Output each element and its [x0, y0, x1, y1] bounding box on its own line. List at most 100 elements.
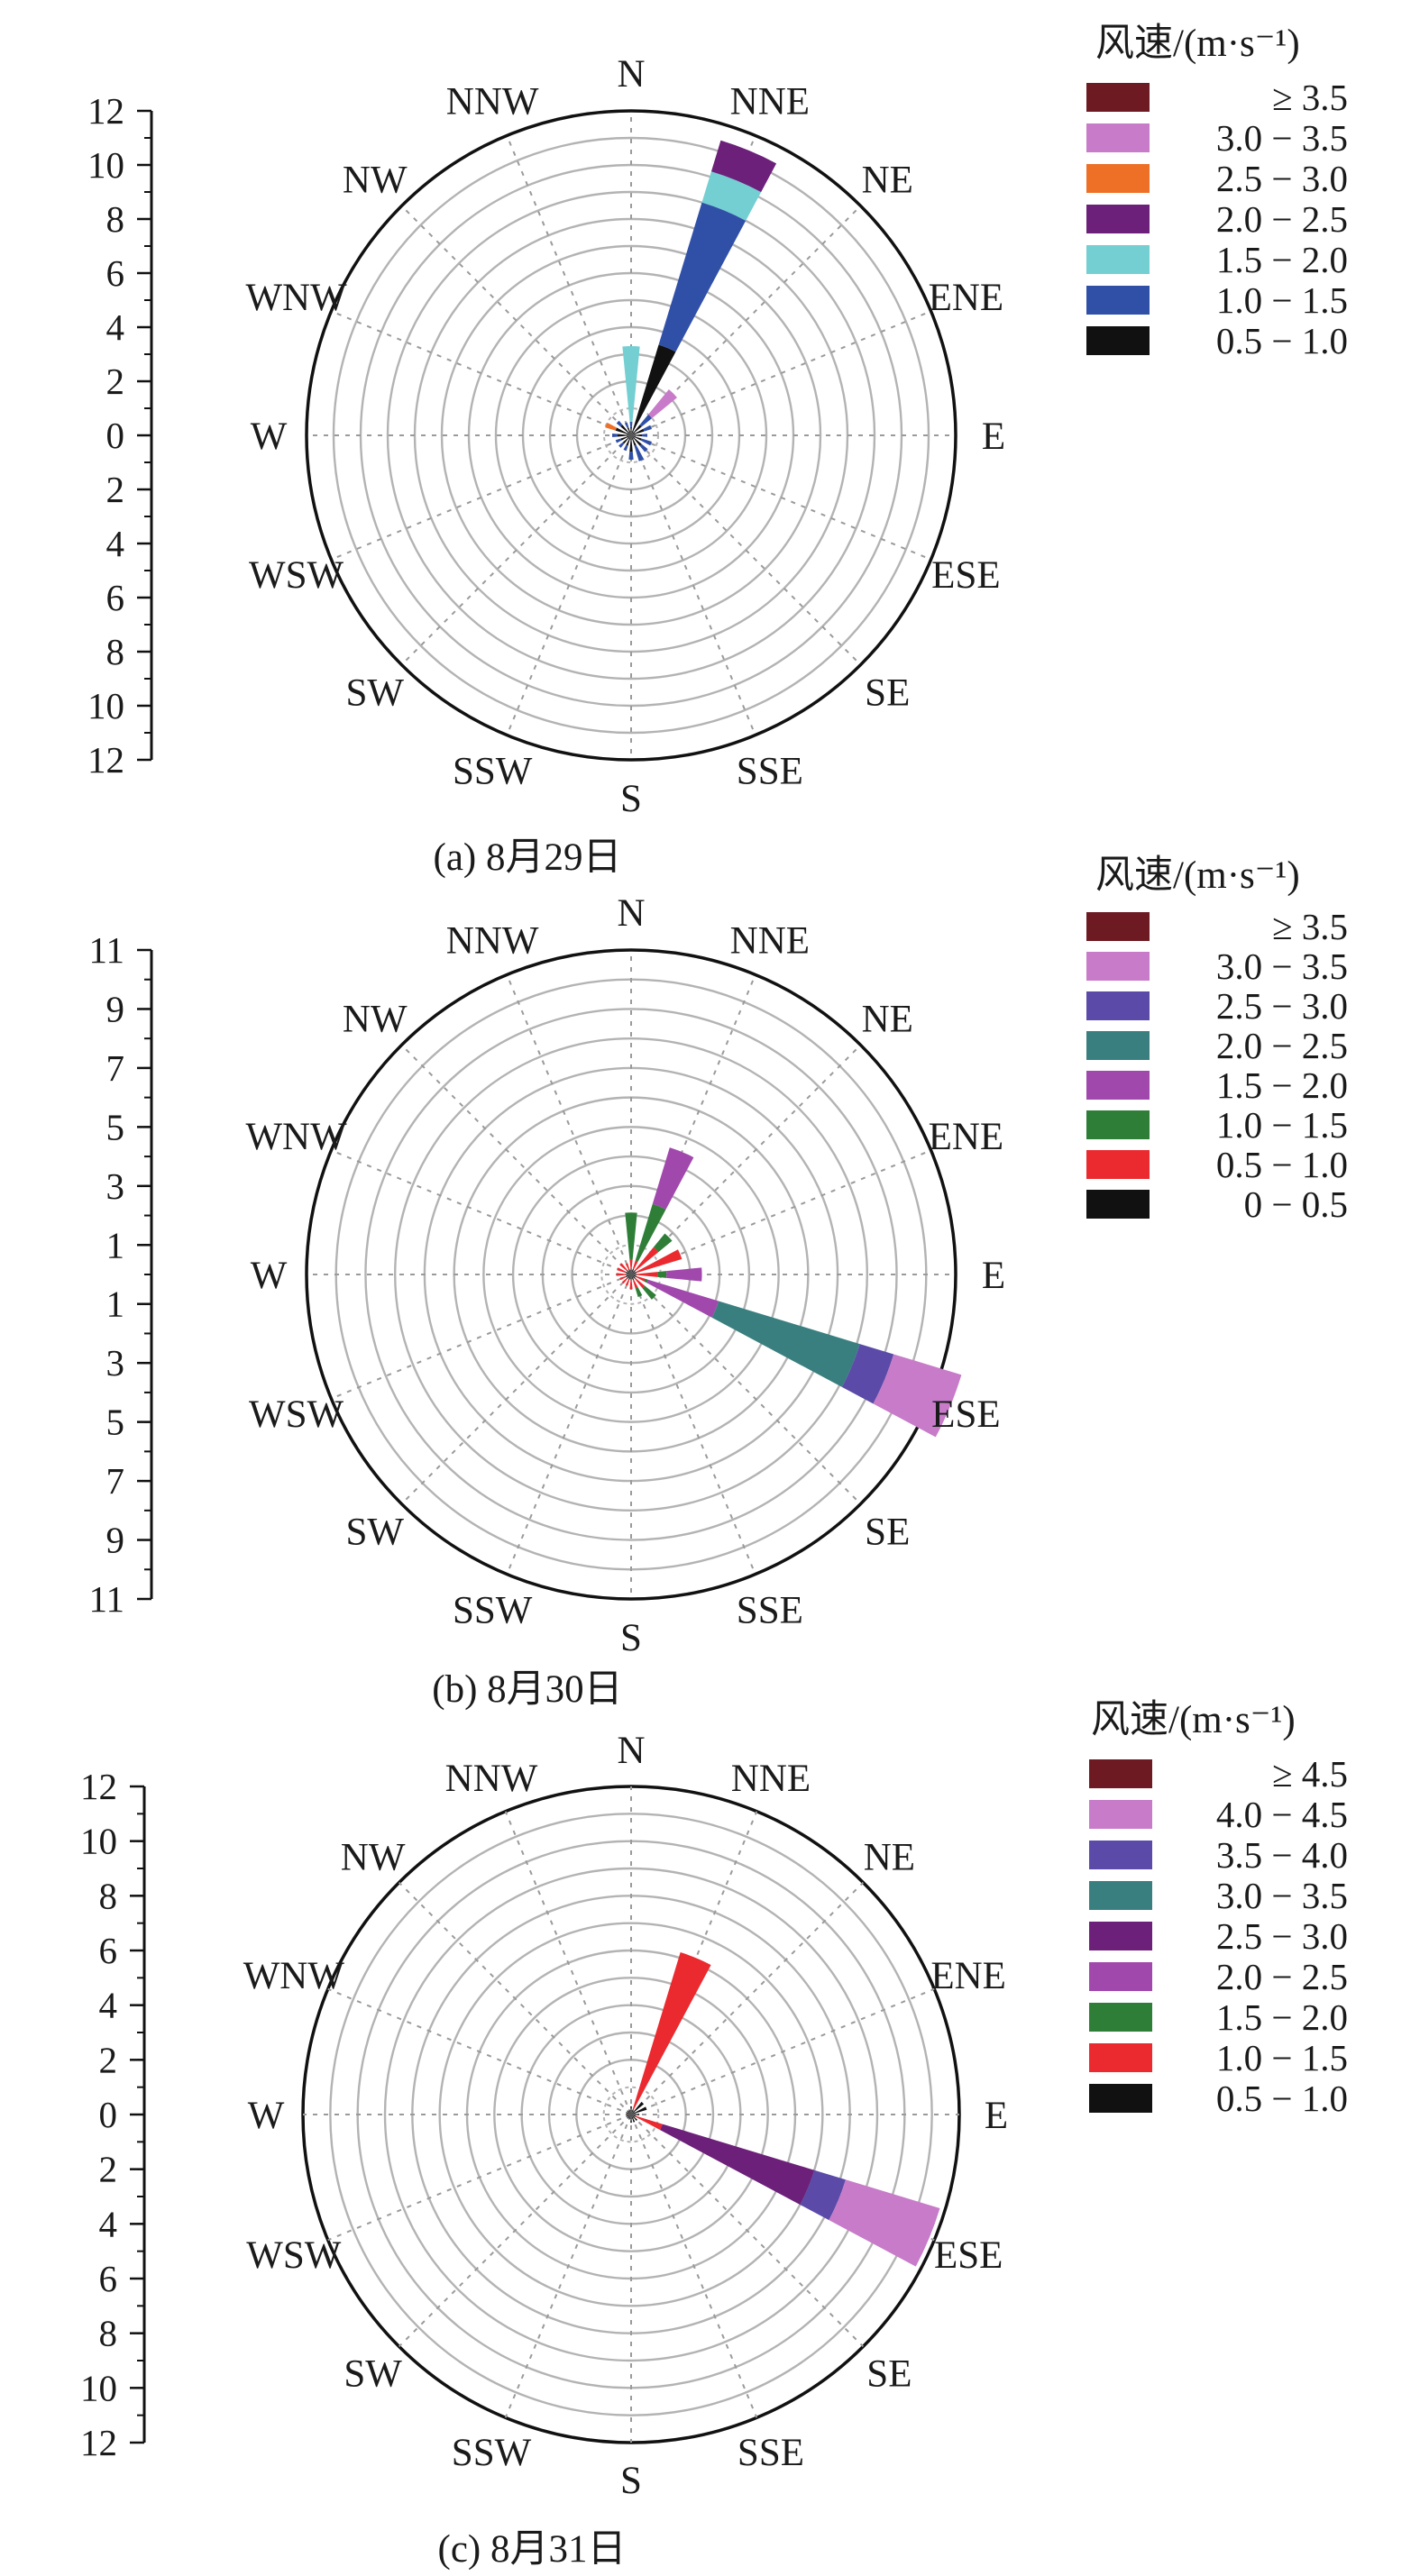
petal-se-bin-0	[631, 435, 642, 446]
petal-s-bin-1	[629, 1280, 633, 1290]
direction-label-e: E	[985, 2095, 1008, 2137]
petal-ese-bin-1	[640, 438, 652, 446]
legend-b-label-7: 0 − 0.5	[1244, 1183, 1348, 1225]
spoke-ene	[630, 1149, 931, 1275]
spoke-sw	[400, 434, 632, 666]
petal-ese-bin-4	[660, 2124, 815, 2206]
outer-boundary	[305, 109, 957, 762]
direction-label-nw: NW	[343, 999, 408, 1041]
petal-sw-bin-0	[627, 2115, 631, 2119]
spoke-sse	[630, 434, 756, 735]
petal-nne-bin-1	[658, 202, 747, 352]
spoke-ssw	[506, 434, 632, 735]
direction-label-nne: NNE	[731, 1758, 811, 1800]
legend-b-swatch-4	[1086, 1071, 1150, 1100]
petal-ne-bin-1	[635, 1247, 659, 1271]
petal-sse-bin-1	[632, 1279, 638, 1289]
direction-label-e: E	[982, 416, 1005, 458]
spoke-ene	[630, 310, 931, 436]
direction-label-ene: ENE	[929, 1116, 1004, 1158]
direction-label-ene: ENE	[930, 1955, 1006, 1997]
petal-sw-bin-1	[618, 442, 625, 448]
petal-ese-bin-0	[631, 435, 642, 441]
direction-label-se: SE	[865, 671, 910, 714]
direction-label-ne: NE	[862, 160, 913, 202]
petal-e-bin-2	[657, 1271, 667, 1278]
axis-tick-label: 6	[106, 252, 125, 294]
spoke-nw	[400, 205, 632, 436]
petal-wnw-bin-4	[605, 422, 618, 431]
petal-nne-bin-0	[631, 344, 676, 435]
legend-a-swatch-1	[1086, 123, 1150, 152]
petal-nne-bin-2	[701, 171, 762, 221]
axis-tick-label: 1	[106, 1224, 125, 1265]
axis-tick-label: 10	[87, 144, 124, 186]
direction-label-wnw: WNW	[245, 277, 347, 319]
petal-ene-bin-0	[631, 428, 645, 435]
direction-label-n: N	[617, 1730, 645, 1772]
petal-wsw-bin-1	[615, 438, 622, 443]
direction-label-w: W	[251, 1255, 288, 1297]
legend-c-label-2: 3.5 − 4.0	[1216, 1834, 1348, 1876]
petal-s-bin-1	[628, 451, 634, 461]
panel-b-direction-labels: N NNE NE ENE E ESE SE SSE S SSW SW WSW W WNW NW NNW	[245, 892, 1005, 1659]
legend-b-swatch-3	[1086, 1031, 1150, 1060]
petal-ese-bin-3	[646, 1279, 719, 1318]
petal-sse-bin-0	[631, 2115, 636, 2123]
spoke-wsw	[331, 434, 632, 561]
petal-ese-bin-1	[636, 2115, 663, 2131]
axis-tick-label: 6	[99, 2258, 118, 2299]
axis-tick-label: 6	[99, 1930, 118, 1971]
spoke-wnw	[327, 1987, 632, 2115]
direction-label-ese: ESE	[931, 554, 1000, 597]
direction-label-n: N	[617, 892, 645, 935]
petal-ssw-bin-1	[625, 1279, 630, 1286]
direction-label-ese: ESE	[934, 2234, 1003, 2277]
axis-tick-label: 1	[106, 1283, 125, 1325]
direction-label-nne: NNE	[730, 920, 810, 963]
axis-tick-label: 8	[106, 198, 125, 240]
axis-tick-label: 2	[106, 469, 125, 510]
grid-ring	[482, 1126, 780, 1423]
direction-label-wsw: WSW	[249, 554, 344, 597]
spoke-ssw	[504, 2114, 632, 2418]
spoke-se	[630, 1274, 862, 1505]
axis-tick-label: 11	[89, 929, 124, 971]
legend-b-swatch-0	[1086, 912, 1150, 941]
petal-nw-bin-0	[627, 2110, 631, 2115]
panel-b-spokes	[307, 950, 956, 1599]
panel-b-petals	[616, 1147, 962, 1438]
direction-label-se: SE	[865, 1511, 910, 1553]
panel-b-legend: 风速/(m·s⁻¹) ≥ 3.5 3.0 − 3.5 2.5 − 3.0 2.0…	[1086, 854, 1348, 1225]
direction-label-nnw: NNW	[445, 1758, 538, 1800]
spoke-sw	[400, 1274, 632, 1505]
legend-a-label-5: 1.0 − 1.5	[1216, 279, 1348, 321]
direction-label-wnw: WNW	[243, 1955, 345, 1997]
petal-ne-bin-2	[653, 1233, 673, 1253]
direction-label-sse: SSE	[737, 2432, 804, 2474]
petal-nne-bin-1	[632, 1260, 638, 1270]
direction-label-s: S	[620, 1617, 642, 1659]
petal-ese-bin-6	[873, 1354, 962, 1438]
legend-c-label-5: 2.0 − 2.5	[1216, 1956, 1348, 1997]
spoke-wsw	[331, 1274, 632, 1400]
legend-a-swatch-3	[1086, 205, 1150, 233]
petal-se-bin-0	[631, 1274, 637, 1280]
legend-c-label-4: 2.5 − 3.0	[1216, 1915, 1348, 1957]
legend-a-swatch-2	[1086, 164, 1150, 193]
grid-ring	[547, 2031, 715, 2198]
legend-b-label-2: 2.5 − 3.0	[1216, 985, 1348, 1027]
petal-n-bin-1	[629, 422, 633, 428]
petal-ene-bin-1	[643, 425, 652, 432]
legend-a-label-0: ≥ 3.5	[1272, 77, 1348, 118]
petal-ssw-bin-1	[623, 444, 628, 452]
axis-tick-label: 0	[106, 415, 125, 456]
spoke-ene	[630, 1987, 935, 2115]
spoke-sse	[630, 1274, 756, 1575]
legend-c-swatch-6	[1089, 2003, 1152, 2032]
axis-tick-label: 3	[106, 1342, 125, 1384]
